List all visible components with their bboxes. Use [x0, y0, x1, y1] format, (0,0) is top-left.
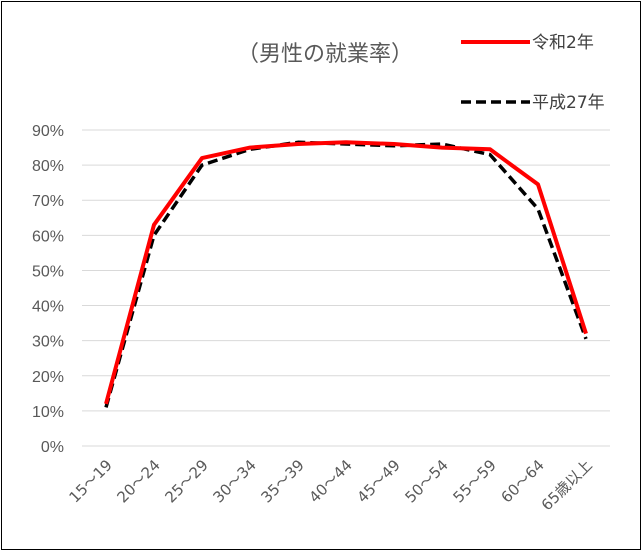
- y-tick-label: 60%: [32, 228, 64, 245]
- x-tick-label: 45～49: [353, 456, 403, 506]
- x-tick-label: 30～34: [209, 456, 259, 506]
- series-lines: [104, 140, 588, 408]
- y-tick-label: 10%: [32, 404, 64, 421]
- x-tick-label: 55～59: [449, 456, 499, 506]
- series-line: [104, 140, 588, 405]
- y-tick-label: 80%: [32, 158, 64, 175]
- y-tick-label: 20%: [32, 369, 64, 386]
- y-tick-label: 40%: [32, 299, 64, 316]
- grid-lines: [82, 129, 610, 447]
- y-axis-ticks: 0% 10% 20% 30% 40% 50% 60% 70% 80% 90%: [32, 123, 64, 456]
- x-tick-label: 40～44: [305, 456, 355, 506]
- y-tick-label: 0%: [41, 439, 64, 456]
- legend-label: 平成27年: [532, 93, 605, 113]
- x-tick-label: 25～29: [161, 456, 211, 506]
- y-tick-label: 50%: [32, 263, 64, 280]
- x-tick-label: 15～19: [65, 456, 115, 506]
- x-axis-ticks: 15～1920～2425～2930～3435～3940～4445～4950～54…: [65, 456, 595, 514]
- x-tick-label: 35～39: [257, 456, 307, 506]
- y-tick-label: 90%: [32, 123, 64, 140]
- y-tick-label: 30%: [32, 334, 64, 351]
- series-line: [104, 140, 588, 408]
- y-tick-label: 70%: [32, 193, 64, 210]
- x-tick-label: 65歳以上: [538, 456, 596, 514]
- legend-label: 令和2年: [532, 33, 594, 53]
- x-tick-label: 20～24: [113, 456, 163, 506]
- x-tick-label: 50～54: [401, 456, 451, 506]
- chart-title: （男性の就業率）: [237, 42, 413, 67]
